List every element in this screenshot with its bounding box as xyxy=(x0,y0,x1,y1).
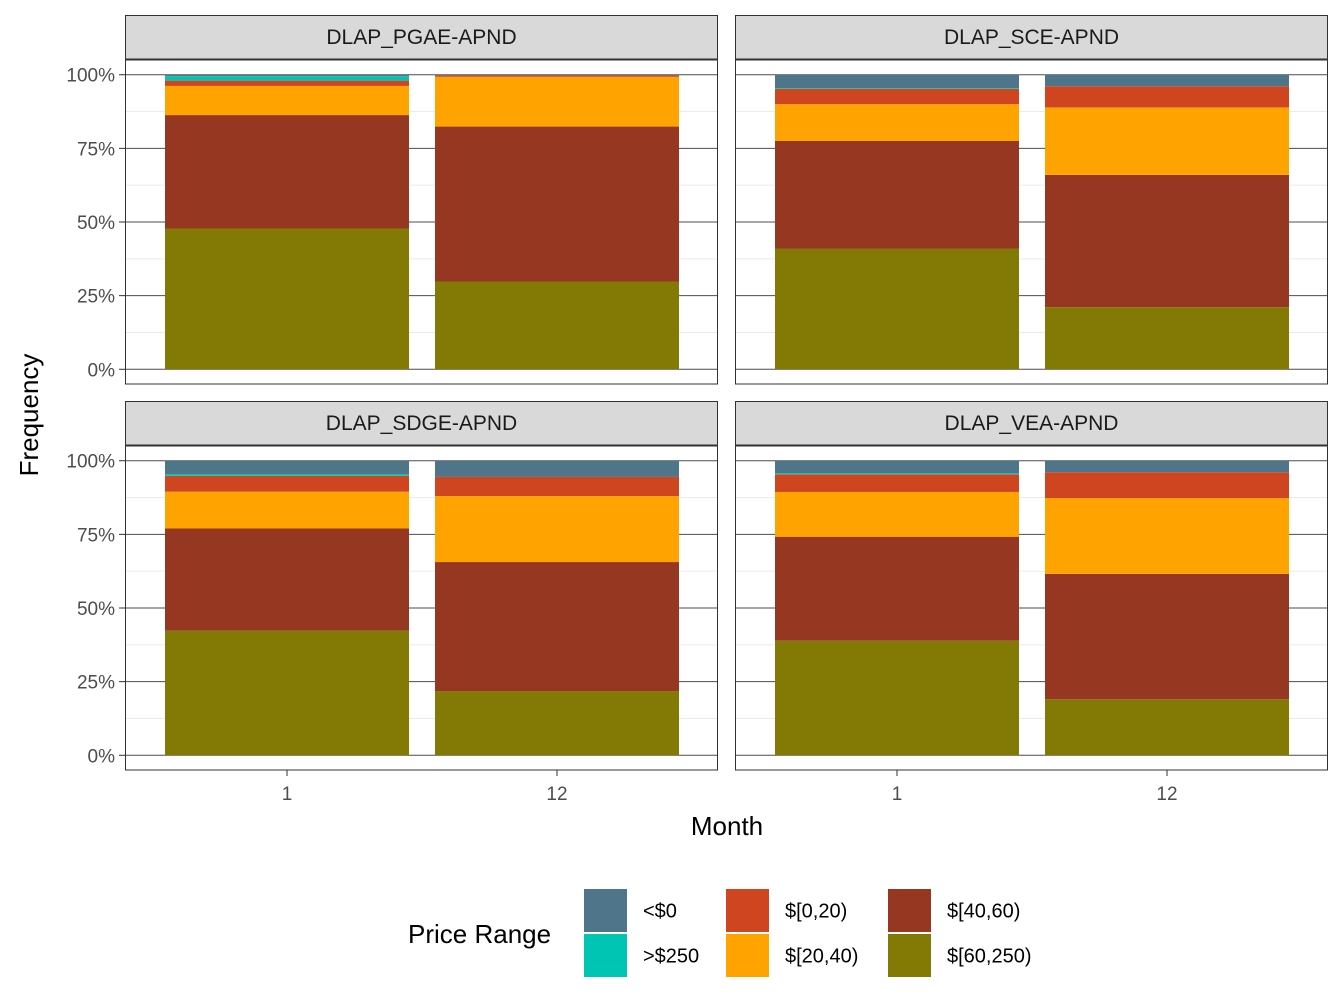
bar-segment-dlap-sce-apnd-month-1-60-250 xyxy=(775,248,1019,370)
facet-strip-label: DLAP_PGAE-APND xyxy=(326,26,516,49)
legend-key-60-250 xyxy=(888,934,931,977)
bar-segment-dlap-pgae-apnd-month-1-60-250 xyxy=(165,228,409,370)
bar-segment-dlap-sdge-apnd-month-1-40-60 xyxy=(165,528,409,631)
x-axis-ticks: 1 12 1 12 xyxy=(282,770,1178,805)
legend-key-40-60 xyxy=(888,889,931,932)
y-tick-label: 100% xyxy=(66,452,115,473)
x-tick-label: 12 xyxy=(1156,784,1177,805)
bar-segment-dlap-sdge-apnd-month-1-20-40 xyxy=(165,491,409,529)
y-tick-label: 100% xyxy=(66,66,115,87)
bar-segment-dlap-vea-apnd-month-1-250 xyxy=(775,473,1019,475)
y-axis-title: Frequency xyxy=(14,354,44,477)
bar-segment-dlap-pgae-apnd-month-12-0 xyxy=(435,74,679,76)
bar-segment-dlap-pgae-apnd-month-1-20-40 xyxy=(165,85,409,116)
x-tick-label: 12 xyxy=(546,784,567,805)
bar-segment-dlap-sdge-apnd-month-12-20-40 xyxy=(435,496,679,563)
facet-strip-label: DLAP_VEA-APND xyxy=(945,412,1119,435)
x-tick-label: 1 xyxy=(892,784,903,805)
y-tick-label: 25% xyxy=(77,673,115,694)
panel-dlap-sce-apnd: DLAP_SCE-APND xyxy=(735,15,1328,385)
facet-strip xyxy=(735,15,1328,60)
bar-segment-dlap-sdge-apnd-month-1-0 xyxy=(165,460,409,474)
bar-segment-dlap-sce-apnd-month-12-20-40 xyxy=(1045,107,1289,175)
bar-segment-dlap-sce-apnd-month-1-0 xyxy=(775,74,1019,88)
bar-segment-dlap-vea-apnd-month-1-0-20 xyxy=(775,474,1019,492)
legend-label-40-60: $[40,60) xyxy=(947,901,1020,923)
legend-label-250: >$250 xyxy=(643,946,699,968)
legend-key-20-40 xyxy=(726,934,769,977)
y-tick-label: 50% xyxy=(77,599,115,620)
facet-strip-label: DLAP_SCE-APND xyxy=(944,26,1119,49)
bar-segment-dlap-vea-apnd-month-12-20-40 xyxy=(1045,498,1289,574)
bar-segment-dlap-sce-apnd-month-12-60-250 xyxy=(1045,307,1289,370)
legend-title: Price Range xyxy=(408,919,551,949)
bar-segment-dlap-sce-apnd-month-1-250 xyxy=(775,87,1019,89)
legend-key-250 xyxy=(584,934,627,977)
bar-segment-dlap-sdge-apnd-month-1-60-250 xyxy=(165,630,409,756)
x-tick-label: 1 xyxy=(282,784,293,805)
bar-segment-dlap-sce-apnd-month-1-0-20 xyxy=(775,88,1019,105)
bar-segment-dlap-vea-apnd-month-12-0 xyxy=(1045,460,1289,473)
legend-key-0 xyxy=(584,889,627,932)
bar-segment-dlap-vea-apnd-month-12-60-250 xyxy=(1045,699,1289,756)
legend-label-60-250: $[60,250) xyxy=(947,946,1032,968)
y-tick-label: 75% xyxy=(77,139,115,160)
panel-dlap-pgae-apnd: DLAP_PGAE-APND 0% 25% 50% 75% 100% xyxy=(66,15,718,385)
bar-segment-dlap-pgae-apnd-month-1-250 xyxy=(165,76,409,81)
bar-segment-dlap-sce-apnd-month-1-40-60 xyxy=(775,141,1019,249)
facet-strip-label: DLAP_SDGE-APND xyxy=(326,412,517,435)
bar-segment-dlap-sce-apnd-month-12-0 xyxy=(1045,74,1289,87)
y-tick-label: 0% xyxy=(88,360,116,381)
x-axis-title: Month xyxy=(691,811,763,841)
bar-segment-dlap-sdge-apnd-month-12-0 xyxy=(435,460,679,477)
bar-segment-dlap-vea-apnd-month-1-60-250 xyxy=(775,640,1019,756)
bar-segment-dlap-sce-apnd-month-12-40-60 xyxy=(1045,174,1289,308)
bar-segment-dlap-pgae-apnd-month-12-40-60 xyxy=(435,126,679,282)
bar-segment-dlap-pgae-apnd-month-12-60-250 xyxy=(435,281,679,370)
bar-segment-dlap-sdge-apnd-month-1-250 xyxy=(165,473,409,476)
y-tick-label: 25% xyxy=(77,287,115,308)
y-tick-label: 0% xyxy=(88,746,116,767)
bar-segment-dlap-pgae-apnd-month-1-0-20 xyxy=(165,80,409,86)
bar-segment-dlap-sdge-apnd-month-12-0-20 xyxy=(435,476,679,497)
legend-label-0-20: $[0,20) xyxy=(785,901,847,923)
bar-segment-dlap-pgae-apnd-month-12-20-40 xyxy=(435,76,679,127)
bar-segment-dlap-pgae-apnd-month-12-0-20 xyxy=(435,75,679,77)
bar-segment-dlap-pgae-apnd-month-1-40-60 xyxy=(165,115,409,229)
legend-label-0: <$0 xyxy=(643,901,677,923)
legend: Price Range <$0 >$250 $[0,20) $[20,40) $[40,… xyxy=(408,889,1032,977)
bar-segment-dlap-pgae-apnd-month-1-0 xyxy=(165,74,409,77)
bar-segment-dlap-vea-apnd-month-12-40-60 xyxy=(1045,573,1289,700)
bar-segment-dlap-vea-apnd-month-1-20-40 xyxy=(775,491,1019,537)
y-tick-label: 75% xyxy=(77,525,115,546)
bar-segment-dlap-sdge-apnd-month-12-60-250 xyxy=(435,691,679,756)
panel-dlap-sdge-apnd: DLAP_SDGE-APND 0% 25% 50% 75% 100% xyxy=(66,401,718,771)
legend-label-20-40: $[20,40) xyxy=(785,946,858,968)
panel-dlap-vea-apnd: DLAP_VEA-APND xyxy=(735,401,1328,771)
bar-segment-dlap-vea-apnd-month-1-0 xyxy=(775,460,1019,474)
bar-segment-dlap-vea-apnd-month-12-0-20 xyxy=(1045,472,1289,499)
facet-panels: DLAP_PGAE-APND 0% 25% 50% 75% 100% DLAP_SCE-AP… xyxy=(66,15,1328,771)
bar-segment-dlap-vea-apnd-month-1-40-60 xyxy=(775,536,1019,641)
facet-strip xyxy=(125,401,718,446)
bar-segment-dlap-sce-apnd-month-1-20-40 xyxy=(775,104,1019,141)
bar-segment-dlap-sce-apnd-month-12-0-20 xyxy=(1045,86,1289,108)
bar-segment-dlap-sdge-apnd-month-1-0-20 xyxy=(165,475,409,492)
y-tick-label: 50% xyxy=(77,213,115,234)
legend-key-0-20 xyxy=(726,889,769,932)
bar-segment-dlap-sdge-apnd-month-12-40-60 xyxy=(435,562,679,692)
